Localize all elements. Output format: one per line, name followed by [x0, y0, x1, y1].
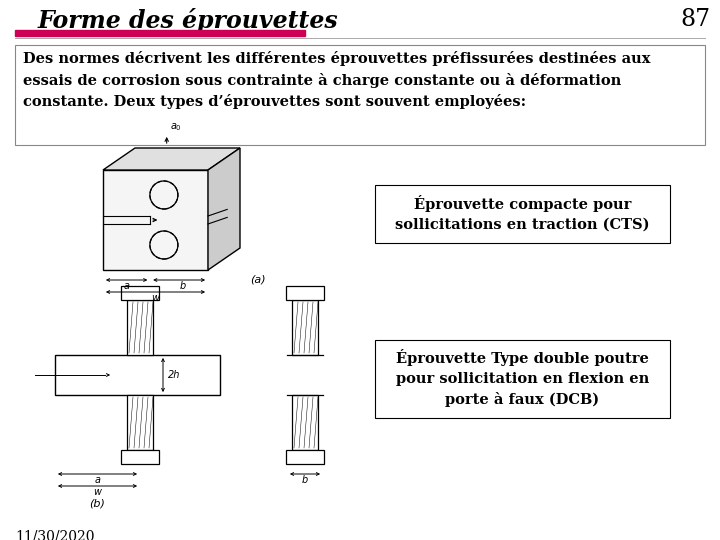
Text: (b): (b): [89, 498, 105, 508]
Polygon shape: [103, 148, 240, 170]
Text: a: a: [124, 281, 130, 291]
Bar: [121, 286, 159, 300]
Bar: [103, 170, 208, 270]
Bar: [286, 286, 324, 300]
Text: b: b: [180, 281, 186, 291]
Text: Éprouvette Type double poutre
pour sollicitation en flexion en
porte à faux (DCB: Éprouvette Type double poutre pour solli…: [396, 349, 649, 407]
Text: w: w: [94, 487, 102, 497]
Text: Éprouvette compacte pour
sollicitations en traction (CTS): Éprouvette compacte pour sollicitations …: [395, 195, 649, 231]
Bar: [55, 355, 220, 395]
Text: 11/30/2020: 11/30/2020: [15, 530, 94, 540]
Text: 87: 87: [680, 8, 710, 31]
Bar: [127, 300, 153, 355]
Text: b: b: [302, 475, 308, 485]
Text: Forme des éprouvettes: Forme des éprouvettes: [38, 8, 338, 33]
Bar: [375, 340, 670, 418]
Text: Des normes décrivent les différentes éprouvettes préfissurées destinées aux
essa: Des normes décrivent les différentes épr…: [23, 51, 650, 109]
Text: $a_0$: $a_0$: [170, 121, 181, 133]
Bar: [286, 450, 324, 464]
Bar: [15, 45, 705, 145]
Text: 2h: 2h: [168, 370, 181, 380]
Bar: [15, 30, 305, 36]
Bar: [121, 450, 159, 464]
Text: (a): (a): [250, 275, 266, 285]
Text: w: w: [151, 293, 160, 303]
Bar: [375, 185, 670, 243]
Bar: [292, 300, 318, 355]
Bar: [292, 395, 318, 450]
Bar: [127, 395, 153, 450]
Polygon shape: [208, 148, 240, 270]
Text: a: a: [94, 475, 101, 485]
